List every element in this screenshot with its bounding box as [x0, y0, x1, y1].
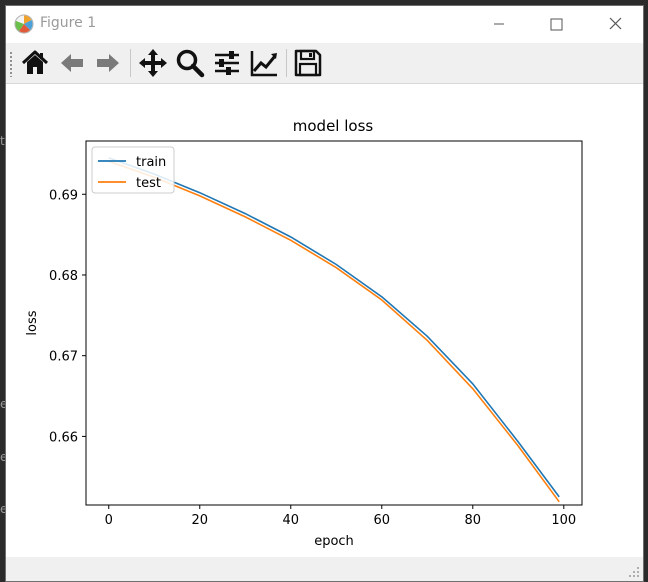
chart-line-icon — [250, 51, 277, 77]
close-button[interactable] — [592, 11, 638, 37]
legend-box — [91, 146, 175, 194]
x-tick-label: 40 — [282, 513, 299, 528]
pan-button[interactable] — [137, 47, 169, 79]
home-icon — [21, 50, 49, 74]
title-bar[interactable]: Figure 1 — [6, 6, 643, 42]
magnifier-icon — [176, 49, 205, 78]
series-line-test — [108, 160, 560, 503]
y-axis-label: loss — [25, 310, 40, 335]
navigation-toolbar — [6, 43, 643, 84]
loss-chart: model loss 0 20 40 60 80 1000.660.670.680.69 … — [25, 117, 583, 549]
series-line-train — [108, 157, 560, 498]
save-button[interactable] — [292, 47, 324, 79]
figure-window: Figure 1 — [5, 5, 644, 582]
zoom-button[interactable] — [174, 47, 206, 79]
x-axis-label: epoch — [314, 534, 354, 549]
x-tick-label: 20 — [191, 513, 208, 528]
move-icon — [139, 49, 167, 77]
x-tick-label: 80 — [465, 513, 482, 528]
legend-label-test: test — [136, 176, 161, 191]
arrow-right-icon — [97, 54, 119, 72]
y-tick-label: 0.66 — [49, 430, 78, 445]
y-tick-label: 0.69 — [49, 188, 78, 203]
chart-title: model loss — [293, 117, 374, 135]
window-title: Figure 1 — [40, 15, 97, 31]
y-tick-label: 0.67 — [49, 350, 78, 365]
y-tick-label: 0.68 — [49, 269, 78, 284]
edit-axis-button[interactable] — [248, 47, 280, 79]
maximize-icon — [550, 18, 563, 31]
toolbar-separator — [130, 49, 131, 77]
arrow-left-icon — [61, 54, 83, 72]
close-icon — [609, 17, 622, 30]
configure-subplots-button[interactable] — [211, 47, 243, 79]
toolbar-grip[interactable] — [9, 51, 13, 77]
chart-legend: train test — [91, 146, 175, 194]
minimize-button[interactable] — [476, 11, 522, 37]
back-button[interactable] — [56, 47, 88, 79]
background-text-fragment: e — [0, 450, 8, 464]
maximize-button[interactable] — [533, 11, 579, 37]
x-tick-label: 60 — [374, 513, 391, 528]
home-button[interactable] — [19, 47, 51, 79]
axes-frame — [85, 140, 583, 506]
background-text-fragment: t — [0, 134, 5, 148]
floppy-disk-icon — [294, 49, 322, 77]
x-tick-label: 0 — [105, 513, 113, 528]
status-bar — [6, 557, 643, 581]
sliders-icon — [215, 51, 239, 75]
toolbar-separator — [286, 49, 287, 77]
background-text-fragment: e — [0, 502, 8, 516]
forward-button[interactable] — [92, 47, 124, 79]
legend-label-train: train — [136, 155, 166, 170]
x-tick-label: 100 — [551, 513, 576, 528]
matplotlib-logo-icon — [14, 14, 34, 34]
minimize-icon — [494, 23, 504, 25]
background-text-fragment: e — [0, 397, 8, 411]
resize-grip-icon[interactable] — [628, 566, 640, 578]
figure-canvas[interactable]: model loss 0 20 40 60 80 100 0.66 0.67 0.68 0.69 … — [6, 84, 643, 558]
